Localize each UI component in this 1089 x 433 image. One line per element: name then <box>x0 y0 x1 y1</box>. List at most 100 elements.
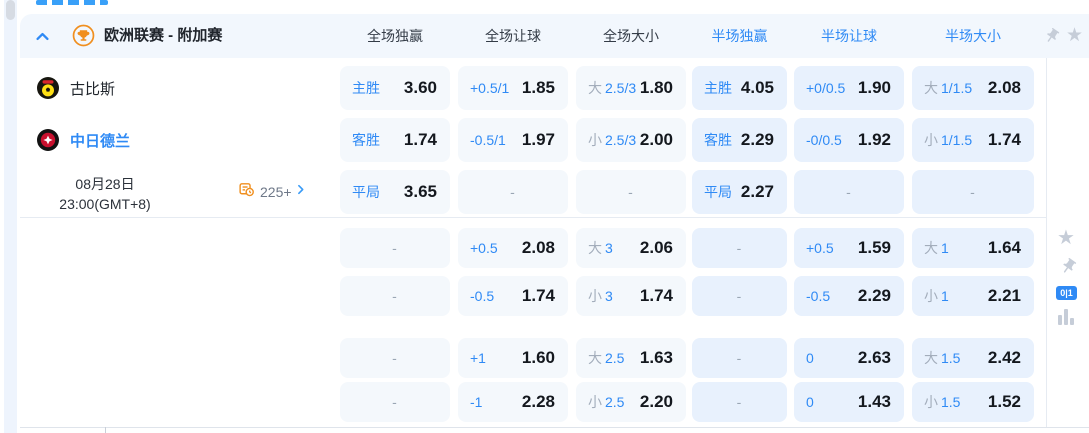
ou-prefix: 大 <box>588 350 602 366</box>
europa-league-trophy-icon <box>72 24 95 47</box>
odds-value: 2.06 <box>639 238 673 257</box>
odds-cell[interactable]: +0/0.5 1.90 <box>794 66 904 110</box>
odds-cell: - <box>692 338 787 378</box>
odds-cell[interactable]: 大 1/1.5 2.08 <box>912 66 1034 110</box>
odds-cell[interactable]: 小 2.5 2.20 <box>576 382 686 422</box>
odds-board-icon[interactable]: 0|1 <box>1056 286 1077 300</box>
odds-value: 1.63 <box>639 348 673 367</box>
odds-cell[interactable]: 小 1/1.5 1.74 <box>912 118 1034 162</box>
odds-cell[interactable]: -0/0.5 1.92 <box>794 118 904 162</box>
pin-icon[interactable] <box>1053 254 1081 283</box>
odds-value: 1.52 <box>987 392 1021 411</box>
column-header: 半场大小 <box>945 28 1001 44</box>
odds-label: 小 1.5 <box>924 394 961 410</box>
odds-value: 1.90 <box>857 78 891 97</box>
ou-prefix: 小 <box>924 394 938 410</box>
odds-cell: - <box>692 276 787 316</box>
chevron-right-icon <box>294 183 307 201</box>
home-team-row[interactable]: 古比斯 <box>20 66 340 110</box>
match-time: 23:00(GMT+8) <box>59 196 151 212</box>
odds-cell[interactable]: 平局 3.65 <box>340 170 450 214</box>
column-header: 半场独赢 <box>711 28 768 44</box>
more-markets-link[interactable]: 225+ <box>238 170 307 214</box>
clipped-tab-text[interactable] <box>36 0 108 5</box>
odds-cell[interactable]: 大 2.5/3 1.80 <box>576 66 686 110</box>
odds-label: -1 <box>470 394 483 410</box>
star-icon[interactable]: ★ <box>1057 227 1075 249</box>
odds-cell: - <box>692 382 787 422</box>
odds-cell[interactable]: 0 1.43 <box>794 382 904 422</box>
stats-bar-icon[interactable] <box>1058 309 1076 325</box>
odds-cell[interactable]: +0.5/1 1.85 <box>458 66 568 110</box>
ou-prefix: 大 <box>924 350 938 366</box>
section-divider <box>20 217 1046 218</box>
odds-label: 大 1.5 <box>924 350 961 366</box>
odds-cell[interactable]: 主胜 4.05 <box>692 66 787 110</box>
odds-value: 3.60 <box>403 78 437 97</box>
odds-cell[interactable]: 大 3 2.06 <box>576 228 686 268</box>
odds-label: 平局 <box>352 184 380 200</box>
odds-cell[interactable]: 小 2.5/3 2.00 <box>576 118 686 162</box>
odds-cell[interactable]: 主胜 3.60 <box>340 66 450 110</box>
away-team-name: 中日德兰 <box>70 132 131 150</box>
odds-board-clock-icon <box>238 181 255 203</box>
odds-cell[interactable]: 大 1.5 2.42 <box>912 338 1034 378</box>
odds-cell[interactable]: 大 2.5 1.63 <box>576 338 686 378</box>
odds-cell[interactable]: -0.5 2.29 <box>794 276 904 316</box>
odds-cell[interactable]: -1 2.28 <box>458 382 568 422</box>
odds-cell[interactable]: -0.5/1 1.97 <box>458 118 568 162</box>
home-team-badge-icon <box>36 76 60 100</box>
odds-cell[interactable]: 小 1 2.21 <box>912 276 1034 316</box>
scrollbar-track[interactable] <box>4 0 17 433</box>
odds-cell[interactable]: 小 3 1.74 <box>576 276 686 316</box>
odds-label: 小 1/1.5 <box>924 132 973 148</box>
odds-label: 0 <box>806 394 814 410</box>
odds-value: 1.43 <box>857 392 891 411</box>
column-header: 半场让球 <box>821 28 877 44</box>
pin-icon[interactable] <box>1037 24 1064 52</box>
column-header: 全场让球 <box>485 28 541 44</box>
odds-cell: - <box>340 338 450 378</box>
scrollbar-thumb[interactable] <box>6 0 15 20</box>
odds-cell[interactable]: +0.5 2.08 <box>458 228 568 268</box>
rail-divider <box>1046 58 1047 427</box>
odds-value: 1.85 <box>521 78 555 97</box>
star-icon[interactable]: ★ <box>1066 25 1084 46</box>
ou-prefix: 小 <box>588 288 602 304</box>
odds-value: 2.08 <box>987 78 1021 97</box>
odds-value: 1.97 <box>521 130 555 149</box>
odds-cell[interactable]: 0 2.63 <box>794 338 904 378</box>
ou-prefix: 大 <box>924 80 938 96</box>
odds-label: 主胜 <box>352 80 380 96</box>
odds-label: 大 2.5/3 <box>588 80 637 96</box>
odds-value: 2.29 <box>857 286 891 305</box>
odds-cell[interactable]: +0.5 1.59 <box>794 228 904 268</box>
odds-label: 小 2.5/3 <box>588 132 637 148</box>
odds-cell[interactable]: 小 1.5 1.52 <box>912 382 1034 422</box>
odds-cell[interactable]: 平局 2.27 <box>692 170 787 214</box>
odds-label: -0/0.5 <box>806 132 842 148</box>
odds-label: 0 <box>806 350 814 366</box>
odds-label: +0/0.5 <box>806 80 846 96</box>
odds-value: 2.08 <box>521 238 555 257</box>
collapse-chevron-up-icon[interactable] <box>34 28 51 50</box>
column-header: 全场大小 <box>603 28 659 44</box>
odds-cell[interactable]: +1 1.60 <box>458 338 568 378</box>
odds-cell: - <box>576 170 686 214</box>
odds-value: 4.05 <box>740 78 774 97</box>
odds-value: 1.80 <box>639 78 673 97</box>
home-team-name: 古比斯 <box>70 80 116 98</box>
odds-cell[interactable]: 大 1 1.64 <box>912 228 1034 268</box>
odds-cell[interactable]: -0.5 1.74 <box>458 276 568 316</box>
odds-cell[interactable]: 客胜 1.74 <box>340 118 450 162</box>
odds-label: 小 2.5 <box>588 394 625 410</box>
odds-value: 1.60 <box>521 348 555 367</box>
away-team-row[interactable]: 中日德兰 <box>20 118 340 162</box>
odds-cell[interactable]: 客胜 2.29 <box>692 118 787 162</box>
odds-value: 1.64 <box>987 238 1021 257</box>
odds-label: +0.5/1 <box>470 80 510 96</box>
odds-label: +0.5 <box>470 240 498 256</box>
